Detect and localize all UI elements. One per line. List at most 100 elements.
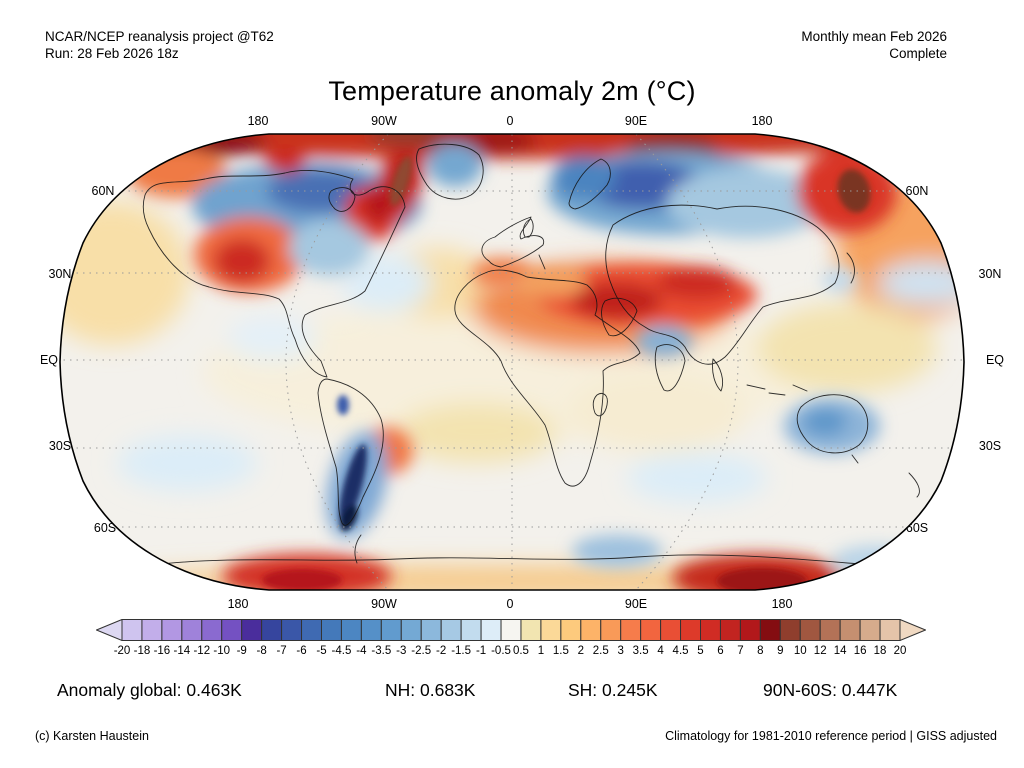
colorbar-tick: 3 (617, 645, 624, 657)
colorbar-cell (620, 619, 642, 641)
colorbar-cell (420, 619, 442, 641)
colorbar-tick: -4.5 (331, 645, 352, 657)
colorbar-cell (540, 619, 562, 641)
colorbar-tick: 0.5 (512, 645, 529, 657)
colorbar-cell (121, 619, 143, 641)
colorbar-tick: -1.5 (451, 645, 472, 657)
colorbar-cell (221, 619, 243, 641)
colorbar-cell (520, 619, 542, 641)
colorbar-tick: 4 (657, 645, 664, 657)
stat-sh: SH: 0.245K (568, 680, 658, 700)
anomaly-map-svg (59, 133, 965, 591)
colorbar-tick: 20 (893, 645, 907, 657)
colorbar-cell (759, 619, 781, 641)
climatology-note: Climatology for 1981-2010 reference peri… (665, 729, 997, 743)
left-axis-label: EQ (39, 353, 59, 367)
header-left-line2: Run: 28 Feb 2026 18z (45, 46, 179, 61)
right-axis-label: 30N (978, 267, 1002, 281)
colorbar-tick: -20 (113, 645, 131, 657)
right-axis-label: EQ (985, 353, 1005, 367)
colorbar-cell (241, 619, 263, 641)
colorbar-tick: -10 (213, 645, 231, 657)
map-outline (59, 133, 965, 591)
colorbar-tick: -9 (236, 645, 247, 657)
colorbar-cell (201, 619, 223, 641)
colorbar-cell (261, 619, 283, 641)
colorbar-tick: -5 (316, 645, 327, 657)
colorbar-tick: 2 (577, 645, 585, 657)
colorbar-tick: -7 (276, 645, 287, 657)
left-axis-label: 30N (48, 267, 72, 281)
colorbar-cell (879, 619, 901, 641)
header-left-line1: NCAR/NCEP reanalysis project @T62 (45, 29, 274, 44)
colorbar-cell (719, 619, 741, 641)
colorbar-tick: -6 (296, 645, 307, 657)
colorbar-tick: -2.5 (411, 645, 432, 657)
colorbar-tick: 4.5 (672, 645, 689, 657)
colorbar-scale (96, 619, 926, 641)
copyright-text: (c) Karsten Haustein (35, 729, 149, 743)
colorbar-cell (181, 619, 203, 641)
colorbar-cell (700, 619, 721, 641)
colorbar-cell (640, 619, 662, 641)
colorbar-tick: 3.5 (632, 645, 649, 657)
colorbar-cell (600, 619, 622, 641)
colorbar-tick: 5 (697, 645, 704, 657)
colorbar-cell (859, 619, 881, 641)
colorbar-tick: 10 (793, 645, 807, 657)
colorbar-tick: 16 (853, 645, 867, 657)
colorbar-cell (560, 619, 582, 641)
colorbar-tick: 9 (777, 645, 784, 657)
colorbar-cell (460, 619, 482, 641)
colorbar-tick: -2 (436, 645, 447, 657)
colorbar-cell (819, 619, 841, 641)
colorbar-tick: -12 (193, 645, 211, 657)
coastlines (142, 143, 920, 566)
colorbar-tick: -8 (256, 645, 267, 657)
colorbar-cell (360, 619, 382, 641)
colorbar-cell (141, 619, 163, 641)
top-axis-label: 90E (624, 114, 648, 128)
anomaly-map (57, 133, 967, 591)
colorbar-cell (500, 619, 522, 641)
page-title: Temperature anomaly 2m (°C) (328, 76, 696, 106)
colorbar-cell (340, 619, 362, 641)
colorbar-tick: -4 (356, 645, 367, 657)
top-axis-label: 180 (751, 114, 773, 128)
top-axis-label: 0 (506, 114, 514, 128)
colorbar-tick: -3.5 (371, 645, 392, 657)
right-axis-label: 30S (978, 439, 1002, 453)
colorbar-tick: -14 (173, 645, 191, 657)
header-right-line1: Monthly mean Feb 2026 (801, 29, 947, 44)
colorbar-cell (301, 619, 322, 641)
colorbar-tick: -1 (475, 645, 487, 657)
graticule (60, 134, 964, 590)
header-right-line2: Complete (889, 46, 947, 61)
colorbar-cell (739, 619, 761, 641)
colorbar-tick: 8 (757, 645, 764, 657)
top-axis-label: 180 (247, 114, 269, 128)
left-axis-label: 30S (48, 439, 72, 453)
header-right: Monthly mean Feb 2026 Complete (801, 28, 947, 62)
colorbar-tick: 2.5 (592, 645, 609, 657)
colorbar-tick: -16 (153, 645, 171, 657)
bottom-axis-label: 90E (624, 597, 648, 611)
colorbar-cell (680, 619, 702, 641)
colorbar-cell (380, 619, 402, 641)
colorbar-tick: 6 (717, 645, 724, 657)
colorbar-cell (480, 619, 502, 641)
colorbar-cell (281, 619, 303, 641)
colorbar-tick: 7 (737, 645, 744, 657)
stat-90n-60s: 90N-60S: 0.447K (763, 680, 898, 700)
stat-nh: NH: 0.683K (385, 680, 476, 700)
header-left: NCAR/NCEP reanalysis project @T62 Run: 28… (45, 28, 274, 62)
colorbar-tick: 1 (537, 645, 545, 657)
colorbar-cell (660, 619, 682, 641)
bottom-axis-label: 180 (227, 597, 249, 611)
left-axis-label: 60N (91, 184, 115, 198)
colorbar-tick: -18 (133, 645, 151, 657)
colorbar-cell (440, 619, 462, 641)
colorbar-tick: -3 (396, 645, 407, 657)
colorbar-cell (400, 619, 422, 641)
